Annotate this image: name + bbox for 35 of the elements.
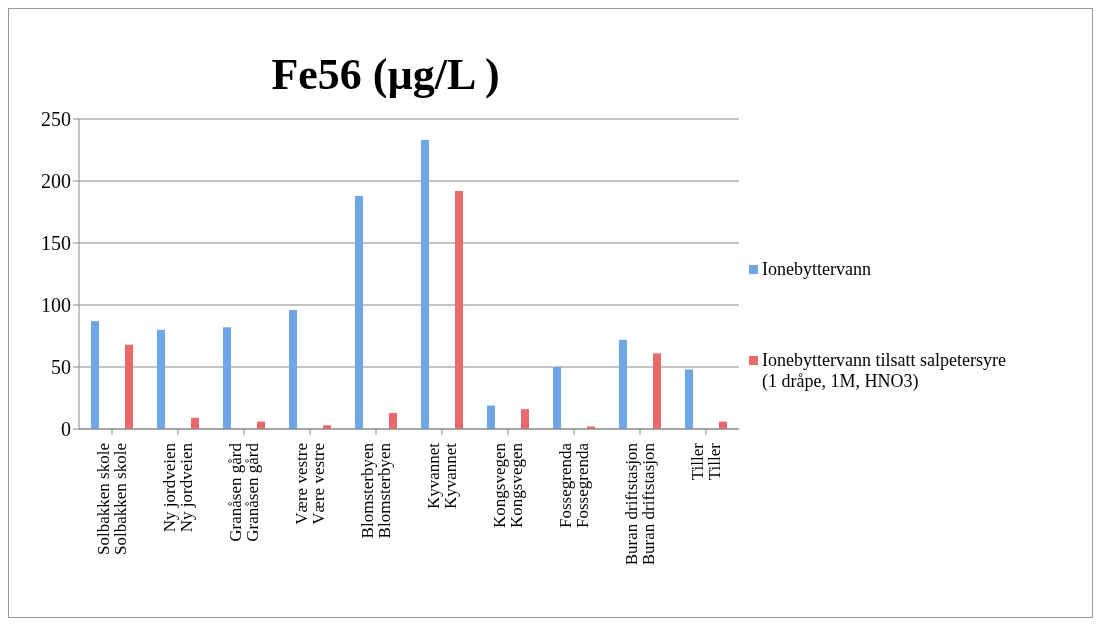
chart-title: Fe56 (µg/L ): [270, 49, 501, 101]
y-tick-label: 0: [61, 418, 71, 441]
bar: [223, 327, 231, 429]
y-tick-label: 100: [41, 294, 71, 317]
bar: [653, 353, 661, 429]
x-tick-label: Tiller Tiller: [687, 442, 724, 481]
bar: [289, 309, 297, 429]
x-tick-label: Ny jordveien Ny jordveien: [159, 442, 196, 533]
bar: [157, 329, 165, 429]
bar: [521, 409, 529, 429]
bar: [685, 369, 693, 429]
x-tick-label: Kongsvegen Kongsvegen: [489, 442, 526, 528]
x-tick-label: Kyvannet Kyvannet: [423, 442, 460, 510]
bar: [125, 344, 133, 429]
bar: [389, 412, 397, 429]
y-tick-label: 150: [41, 232, 71, 255]
bar: [455, 190, 463, 429]
x-tick-label: Blomsterbyen Blomsterbyen: [357, 442, 394, 539]
bar: [619, 339, 627, 429]
x-tick-label: Være vestre Være vestre: [291, 443, 328, 525]
bar: [191, 417, 199, 429]
x-tick-label: Granåsen gård Granåsen gård: [225, 442, 262, 542]
bar: [355, 195, 363, 429]
x-tick-label: Buran driftstasjon Buran driftstasjon: [621, 442, 658, 566]
y-tick-label: 250: [41, 108, 71, 131]
x-tick-label: Fossegrenda Fossegrenda: [555, 442, 592, 528]
y-tick-label: 50: [51, 356, 71, 379]
y-tick-label: 200: [41, 170, 71, 193]
legend-label: Ionebyttervann: [762, 259, 871, 280]
bar: [487, 405, 495, 429]
bar: [421, 140, 429, 429]
legend-label: Ionebyttervann tilsatt salpetersyre (1 dråpe, 1M, HNO3): [762, 350, 1007, 392]
bar: [91, 321, 99, 429]
bar: [553, 367, 561, 429]
x-tick-label: Solbakken skole Solbakken skole: [93, 443, 130, 555]
